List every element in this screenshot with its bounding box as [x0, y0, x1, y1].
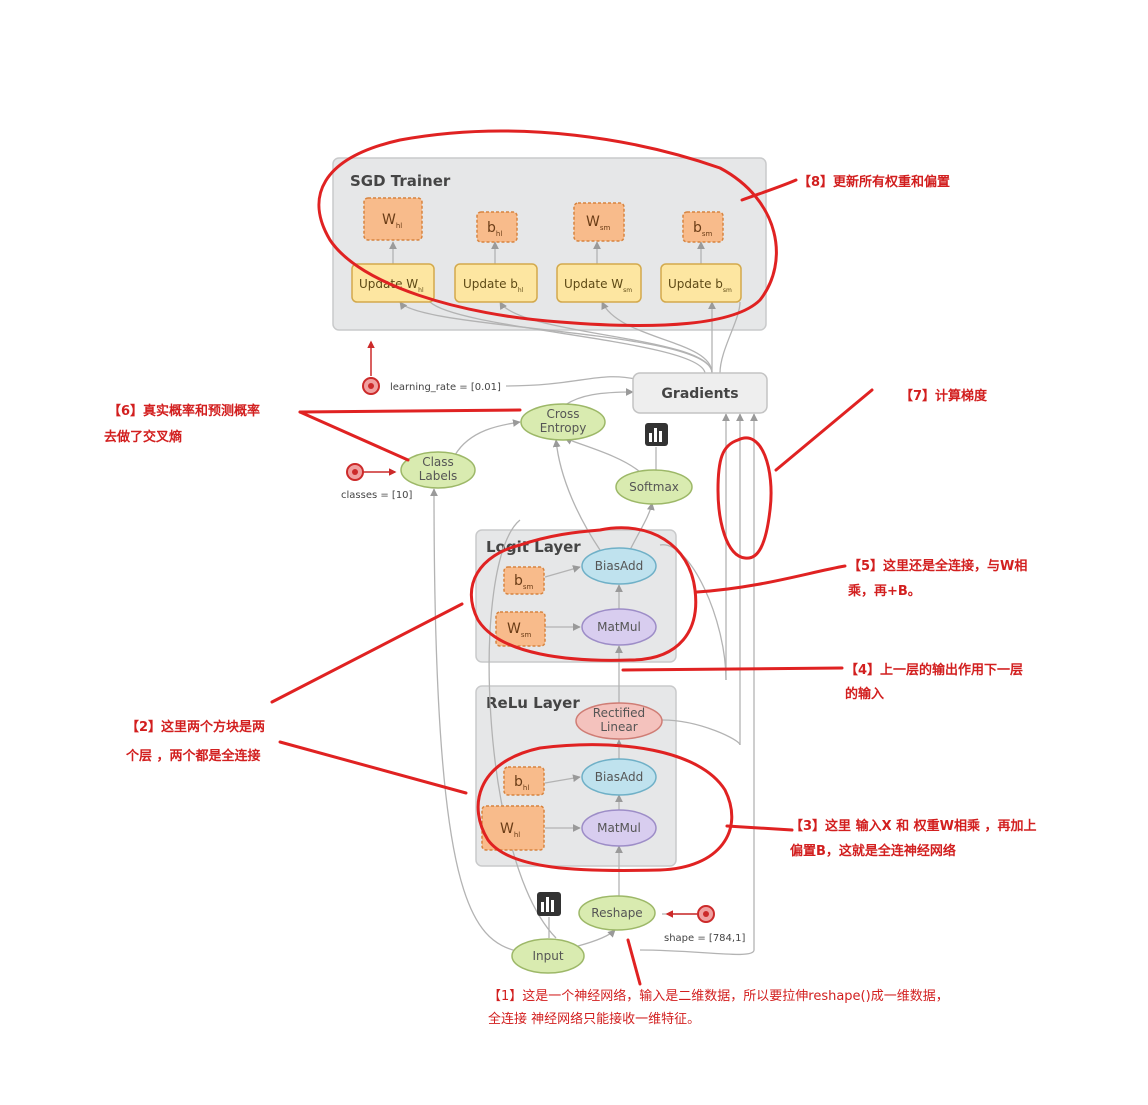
cross-entropy-node: Cross Entropy — [520, 403, 606, 441]
svg-text:bhl: bhl — [487, 220, 502, 238]
classes-param: classes = [10] — [341, 463, 413, 501]
svg-text:Rectified: Rectified — [593, 706, 645, 720]
svg-text:Whl: Whl — [382, 212, 402, 230]
logit-matmul-node: MatMul — [581, 608, 657, 646]
sgd-var-b-hl: bhl — [476, 211, 518, 243]
learning-rate-param: learning_rate = [0.01] — [362, 340, 501, 395]
svg-text:Entropy: Entropy — [540, 421, 587, 435]
gradients-node: Gradients — [632, 372, 768, 414]
annotation-1: 【1】这是一个神经网络，输入是二维数据，所以要拉伸reshape()成一维数据，… — [488, 988, 949, 1027]
bar-chart-icon — [537, 892, 561, 916]
svg-text:偏置B，这就是全连神经网络: 偏置B，这就是全连神经网络 — [790, 843, 956, 859]
logit-biasadd-node: BiasAdd — [581, 547, 657, 585]
gradients-label: Gradients — [661, 386, 738, 402]
svg-text:去做了交叉熵: 去做了交叉熵 — [104, 429, 182, 445]
relu-biasadd-node: BiasAdd — [581, 758, 657, 796]
svg-text:Linear: Linear — [600, 720, 637, 734]
svg-text:bsm: bsm — [693, 220, 713, 238]
classes-label: classes = [10] — [341, 490, 413, 501]
shape-param: shape = [784,1] — [664, 905, 745, 944]
reshape-node: Reshape — [578, 895, 656, 931]
annotation-8: 【8】更新所有权重和偏置 — [798, 174, 950, 190]
relu-layer-title: ReLu Layer — [486, 694, 580, 712]
annotation-6: 【6】真实概率和预测概率 去做了交叉熵 — [104, 403, 260, 445]
svg-text:【5】这里还是全连接，与W相: 【5】这里还是全连接，与W相 — [848, 558, 1027, 574]
svg-text:Update bhl: Update bhl — [463, 277, 524, 294]
sgd-var-w-sm: Wsm — [573, 202, 625, 242]
svg-text:Reshape: Reshape — [591, 906, 642, 920]
svg-text:【2】这里两个方块是两: 【2】这里两个方块是两 — [126, 719, 265, 735]
rectified-linear-node: Rectified Linear — [575, 702, 663, 740]
svg-text:全连接 神经网络只能接收一维特征。: 全连接 神经网络只能接收一维特征。 — [488, 1011, 700, 1027]
relu-matmul-node: MatMul — [581, 809, 657, 847]
logit-weight-var: Wsm — [495, 611, 546, 647]
update-b-sm-node: Update bsm — [660, 263, 742, 303]
svg-text:【4】上一层的输出作用下一层: 【4】上一层的输出作用下一层 — [845, 662, 1023, 678]
svg-text:Wsm: Wsm — [586, 214, 610, 232]
input-node: Input — [511, 938, 585, 974]
logit-layer-title: Logit Layer — [486, 538, 581, 556]
parameter-dot-icon — [362, 377, 380, 395]
svg-text:Whl: Whl — [500, 821, 520, 839]
svg-text:Update bsm: Update bsm — [668, 277, 732, 294]
bar-chart-icon — [645, 423, 668, 446]
svg-text:Input: Input — [532, 949, 563, 963]
relu-weight-var: Whl — [481, 805, 545, 851]
svg-text:MatMul: MatMul — [597, 821, 641, 835]
svg-text:【7】计算梯度: 【7】计算梯度 — [900, 388, 988, 404]
sgd-var-b-sm: bsm — [682, 211, 724, 243]
parameter-dot-icon — [346, 463, 364, 481]
softmax-node: Softmax — [615, 469, 693, 505]
annotation-4: 【4】上一层的输出作用下一层 的输入 — [845, 662, 1023, 702]
svg-text:BiasAdd: BiasAdd — [595, 559, 643, 573]
class-labels-node: Class Labels — [400, 451, 476, 489]
svg-text:Class: Class — [422, 455, 454, 469]
parameter-dot-icon — [697, 905, 715, 923]
graph-edges — [389, 241, 758, 956]
svg-text:个层 ，两个都是全连接: 个层 ，两个都是全连接 — [125, 748, 261, 764]
svg-text:Wsm: Wsm — [507, 621, 531, 639]
svg-text:乘，再+B。: 乘，再+B。 — [847, 583, 921, 599]
learning-rate-label: learning_rate = [0.01] — [390, 382, 501, 393]
svg-text:Update Wsm: Update Wsm — [564, 277, 632, 294]
annotation-3: 【3】这里 输入X 和 权重W相乘 ，再加上 偏置B，这就是全连神经网络 — [790, 818, 1037, 859]
shape-label: shape = [784,1] — [664, 933, 745, 944]
annotation-5: 【5】这里还是全连接，与W相 乘，再+B。 — [847, 558, 1027, 599]
update-b-hl-node: Update bhl — [454, 263, 538, 303]
svg-text:的输入: 的输入 — [845, 686, 884, 702]
logit-bias-var: bsm — [503, 566, 545, 595]
svg-text:bsm: bsm — [514, 573, 534, 591]
svg-text:【1】这是一个神经网络，输入是二维数据，所以要拉伸resha: 【1】这是一个神经网络，输入是二维数据，所以要拉伸reshape()成一维数据， — [488, 988, 949, 1004]
svg-text:bhl: bhl — [514, 774, 529, 792]
svg-text:【8】更新所有权重和偏置: 【8】更新所有权重和偏置 — [798, 174, 950, 190]
svg-text:MatMul: MatMul — [597, 620, 641, 634]
svg-text:Softmax: Softmax — [629, 480, 679, 494]
annotation-7: 【7】计算梯度 — [900, 388, 988, 404]
svg-text:【6】真实概率和预测概率: 【6】真实概率和预测概率 — [108, 403, 260, 419]
sgd-trainer-panel: SGD Trainer — [332, 157, 767, 331]
svg-text:BiasAdd: BiasAdd — [595, 770, 643, 784]
svg-text:Labels: Labels — [419, 469, 458, 483]
sgd-trainer-title: SGD Trainer — [350, 172, 451, 190]
annotation-strokes — [270, 129, 874, 986]
svg-text:Cross: Cross — [547, 407, 580, 421]
sgd-var-w-hl: Whl — [363, 197, 423, 241]
relu-bias-var: bhl — [503, 766, 545, 796]
svg-text:【3】这里 输入X 和 权重W相乘 ，再加上: 【3】这里 输入X 和 权重W相乘 ，再加上 — [790, 818, 1037, 834]
update-w-sm-node: Update Wsm — [556, 263, 642, 303]
annotation-2: 【2】这里两个方块是两 个层 ，两个都是全连接 — [125, 719, 265, 764]
